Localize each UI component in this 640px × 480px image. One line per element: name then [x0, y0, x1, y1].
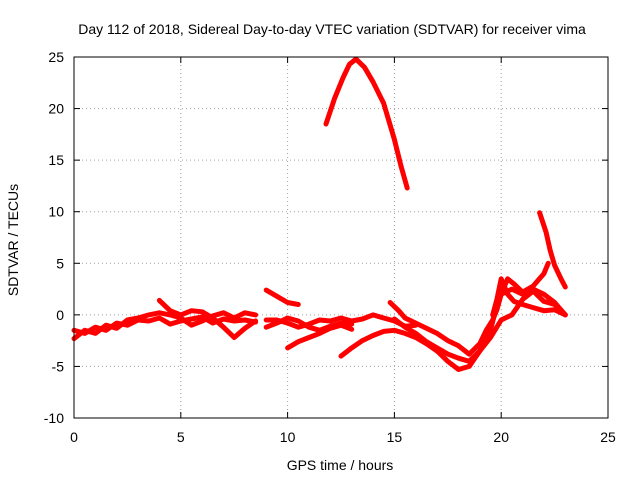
y-tick-label: 25 — [48, 49, 64, 65]
series-arc-2 — [71, 310, 259, 342]
x-tick-label: 10 — [280, 429, 296, 445]
y-tick-label: 15 — [48, 152, 64, 168]
y-tick-label: -10 — [44, 410, 64, 426]
series-arc-3 — [156, 297, 259, 340]
series-arc-7 — [285, 322, 355, 351]
grid-lines — [74, 57, 608, 418]
x-tick-label: 15 — [387, 429, 403, 445]
plot-frame — [73, 56, 609, 419]
series-arc-9 — [387, 260, 551, 357]
axis-ticks: 0 5 10 15 20 25 -10 -5 0 5 10 15 20 25 — [44, 49, 616, 445]
series-arc-12 — [537, 210, 568, 290]
series-arc-11 — [490, 276, 568, 318]
y-tick-label: 5 — [56, 255, 64, 271]
x-tick-label: 5 — [177, 429, 185, 445]
x-tick-label: 25 — [600, 429, 616, 445]
series-arc-4 — [263, 312, 419, 330]
y-axis-label: SDTVAR / TECUs — [5, 184, 21, 296]
y-tick-label: 0 — [56, 307, 64, 323]
series-group — [71, 56, 568, 372]
y-tick-label: 10 — [48, 204, 64, 220]
series-arc-10 — [391, 288, 568, 364]
series-arc-5 — [263, 287, 301, 307]
x-axis-label: GPS time / hours — [287, 457, 394, 473]
y-tick-label: -5 — [52, 358, 65, 374]
x-tick-label: 20 — [493, 429, 509, 445]
series-arc-1 — [71, 314, 259, 336]
x-tick-label: 0 — [70, 429, 78, 445]
chart-title: Day 112 of 2018, Sidereal Day-to-day VTE… — [78, 21, 586, 37]
series-arc-13 — [323, 56, 410, 191]
y-tick-label: 20 — [48, 101, 64, 117]
